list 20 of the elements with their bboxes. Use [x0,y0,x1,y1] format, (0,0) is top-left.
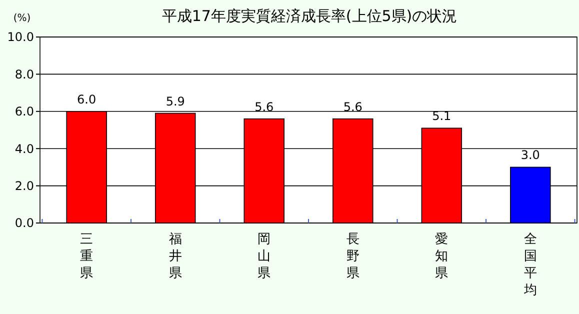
data-label: 5.9 [166,94,185,108]
data-label: 5.6 [343,100,362,114]
x-tick-label: 岡山県 [258,232,271,281]
data-label: 6.0 [77,92,96,106]
x-tick-label: 愛知県 [435,232,448,281]
chart-title: 平成17年度実質経済成長率(上位5県)の状況 [162,7,458,25]
y-axis-title: (%) [13,13,31,24]
y-tick-label: 2.0 [14,179,34,193]
y-tick-label: 6.0 [14,104,34,119]
y-tick-label: 8.0 [14,67,34,82]
x-tick-label: 長野県 [346,232,360,281]
y-tick-label: 0.0 [14,216,34,230]
x-tick-label: 三重県 [80,232,94,281]
y-tick-label: 4.0 [14,142,34,156]
data-label: 3.0 [520,148,540,162]
y-tick-label: 10.0 [7,30,34,44]
x-tick-label: 福井県 [168,232,182,281]
data-label: 5.6 [254,100,274,114]
data-label: 5.1 [432,109,452,124]
x-tick-label: 全国平均 [522,232,537,298]
